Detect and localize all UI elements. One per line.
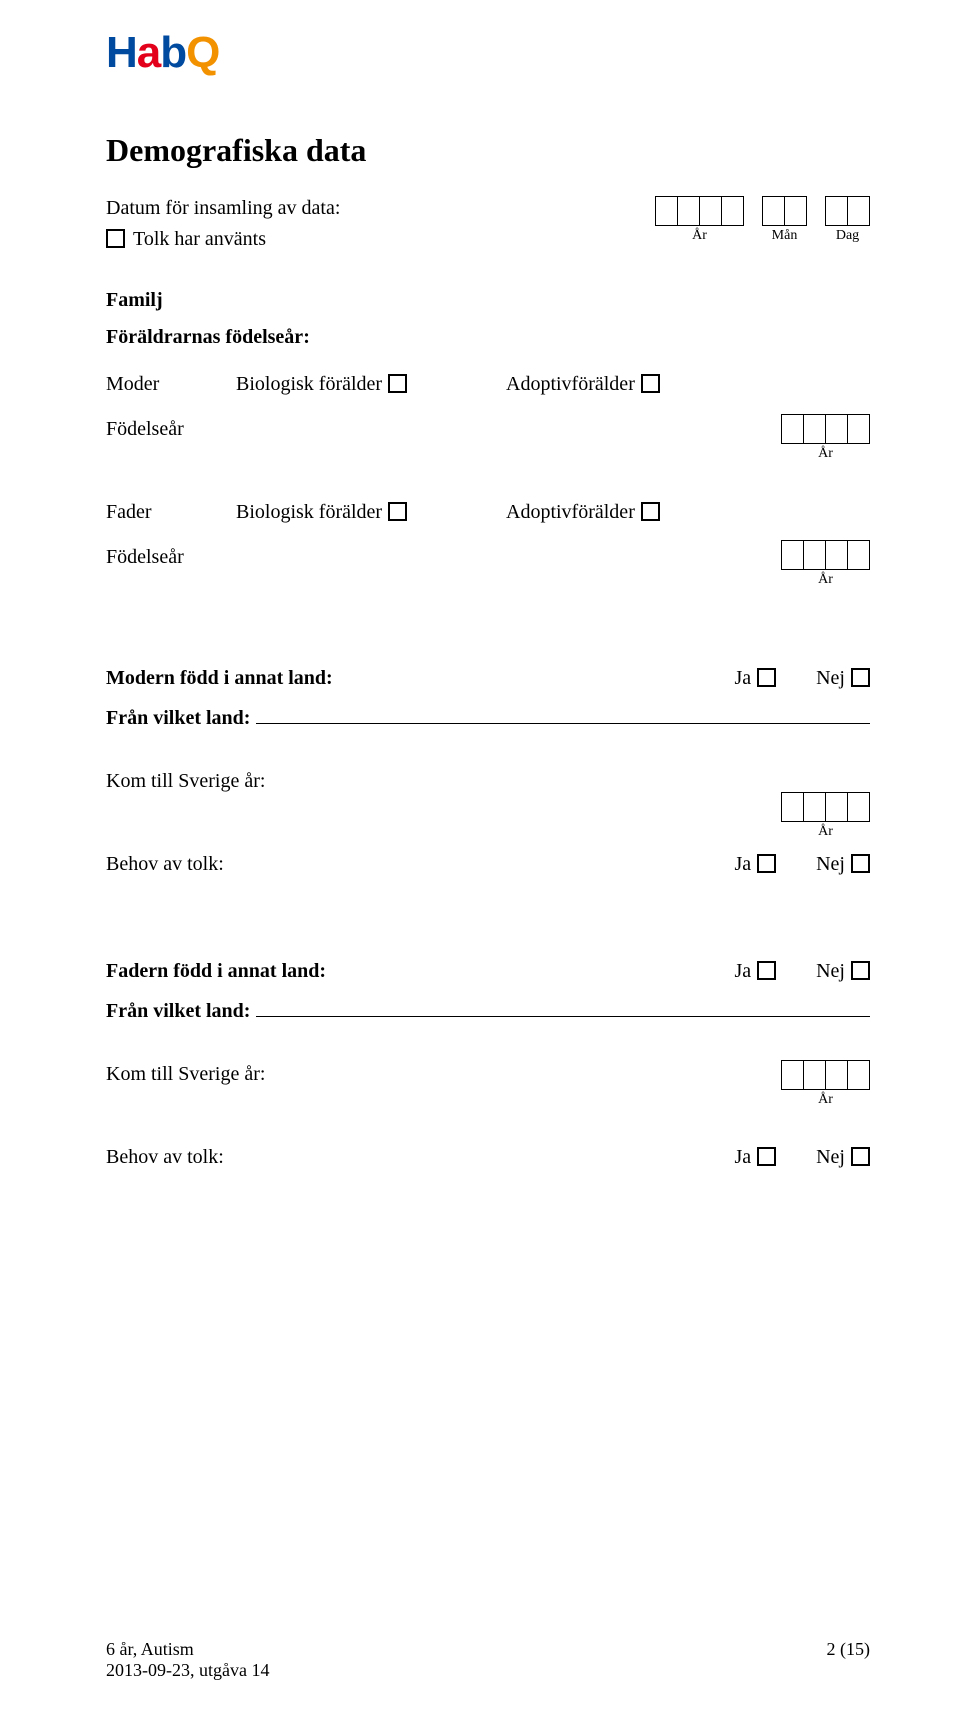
father-other-country-row: Fadern född i annat land: Ja Nej — [106, 958, 870, 983]
father-other-no-checkbox[interactable] — [851, 961, 870, 980]
date-year-column: År — [655, 196, 744, 244]
father-adopt-checkbox[interactable] — [641, 502, 660, 521]
date-month-cells[interactable] — [762, 196, 807, 226]
father-other-yes-label: Ja — [734, 960, 751, 983]
tolk-used-label: Tolk har använts — [133, 228, 266, 251]
father-interpreter-label: Behov av tolk: — [106, 1146, 734, 1169]
date-month-column: Mån — [762, 196, 807, 244]
mother-label: Moder — [106, 373, 236, 396]
date-month-label: Mån — [772, 228, 798, 244]
father-other-no-label: Nej — [816, 960, 845, 983]
footer: 6 år, Autism 2013-09-23, utgåva 14 2 (15… — [106, 1639, 870, 1681]
father-from-country-row: Från vilket land: — [106, 995, 870, 1023]
footer-line1: 6 år, Autism — [106, 1639, 269, 1660]
logo-letter-b: b — [160, 28, 186, 78]
mother-interp-yes-checkbox[interactable] — [757, 854, 776, 873]
father-interp-no-checkbox[interactable] — [851, 1147, 870, 1166]
father-sweden-year-label: År — [818, 1092, 833, 1108]
mother-birthyear-label: Födelseår — [106, 418, 870, 441]
page: H a b Q Demografiska data År Mån — [0, 0, 960, 1711]
mother-other-country-row: Modern född i annat land: Ja Nej — [106, 665, 870, 690]
date-day-label: Dag — [836, 228, 859, 244]
logo-letter-q: Q — [186, 28, 219, 78]
logo-letter-a: a — [137, 28, 160, 78]
mother-from-country-input[interactable] — [256, 702, 870, 724]
father-row: Fader Biologisk förälder Adoptivförälder — [106, 499, 870, 524]
date-year-cells[interactable] — [655, 196, 744, 226]
mother-year-group: År — [781, 414, 870, 462]
father-interpreter-row: Behov av tolk: Ja Nej — [106, 1144, 870, 1169]
mother-bio-label: Biologisk förälder — [236, 373, 382, 396]
tolk-used-checkbox[interactable] — [106, 229, 125, 248]
mother-other-no-checkbox[interactable] — [851, 668, 870, 687]
mother-sweden-year-label: År — [818, 824, 833, 840]
mother-interp-no-label: Nej — [816, 853, 845, 876]
date-day-column: Dag — [825, 196, 870, 244]
father-from-country-input[interactable] — [256, 995, 870, 1017]
father-interp-no-label: Nej — [816, 1146, 845, 1169]
mother-from-country-label: Från vilket land: — [106, 707, 250, 730]
father-other-yes-checkbox[interactable] — [757, 961, 776, 980]
mother-interpreter-label: Behov av tolk: — [106, 853, 734, 876]
father-year-label: År — [818, 572, 833, 588]
mother-row: Moder Biologisk förälder Adoptivförälder — [106, 371, 870, 396]
father-interp-yes-label: Ja — [734, 1146, 751, 1169]
mother-year-cells[interactable] — [781, 414, 870, 444]
father-other-country-label: Fadern född i annat land: — [106, 960, 734, 983]
father-sweden-year-group: År — [781, 1060, 870, 1108]
mother-from-country-row: Från vilket land: — [106, 702, 870, 730]
mother-sweden-year-group: År — [781, 792, 870, 840]
father-year-cells[interactable] — [781, 540, 870, 570]
father-sweden-year-cells[interactable] — [781, 1060, 870, 1090]
mother-adopt-checkbox[interactable] — [641, 374, 660, 393]
father-bio-label: Biologisk förälder — [236, 501, 382, 524]
father-came-sweden-label: Kom till Sverige år: — [106, 1063, 870, 1086]
mother-interpreter-row: Behov av tolk: Ja Nej — [106, 851, 870, 876]
father-interp-yes-checkbox[interactable] — [757, 1147, 776, 1166]
mother-other-yes-label: Ja — [734, 667, 751, 690]
mother-sweden-year-cells[interactable] — [781, 792, 870, 822]
footer-line2: 2013-09-23, utgåva 14 — [106, 1660, 269, 1681]
mother-interp-no-checkbox[interactable] — [851, 854, 870, 873]
mother-bio-checkbox[interactable] — [388, 374, 407, 393]
date-year-label: År — [692, 228, 707, 244]
father-birthyear-label: Födelseår — [106, 546, 870, 569]
father-adopt-label: Adoptivförälder — [506, 501, 635, 524]
mother-other-yes-checkbox[interactable] — [757, 668, 776, 687]
mother-came-sweden-label: Kom till Sverige år: — [106, 770, 870, 793]
mother-other-country-label: Modern född i annat land: — [106, 667, 734, 690]
father-from-country-label: Från vilket land: — [106, 1000, 250, 1023]
date-entry-group: År Mån Dag — [655, 196, 870, 244]
logo-letter-h: H — [106, 28, 137, 78]
logo: H a b Q — [106, 28, 219, 132]
parents-birth-label: Föräldrarnas födelseår: — [106, 326, 870, 349]
father-bio-checkbox[interactable] — [388, 502, 407, 521]
mother-adopt-label: Adoptivförälder — [506, 373, 635, 396]
mother-year-label: År — [818, 446, 833, 462]
mother-interp-yes-label: Ja — [734, 853, 751, 876]
familj-heading: Familj — [106, 289, 870, 312]
father-year-group: År — [781, 540, 870, 588]
mother-other-no-label: Nej — [816, 667, 845, 690]
father-label: Fader — [106, 501, 236, 524]
date-day-cells[interactable] — [825, 196, 870, 226]
page-title: Demografiska data — [106, 132, 870, 169]
footer-page: 2 (15) — [827, 1639, 871, 1681]
